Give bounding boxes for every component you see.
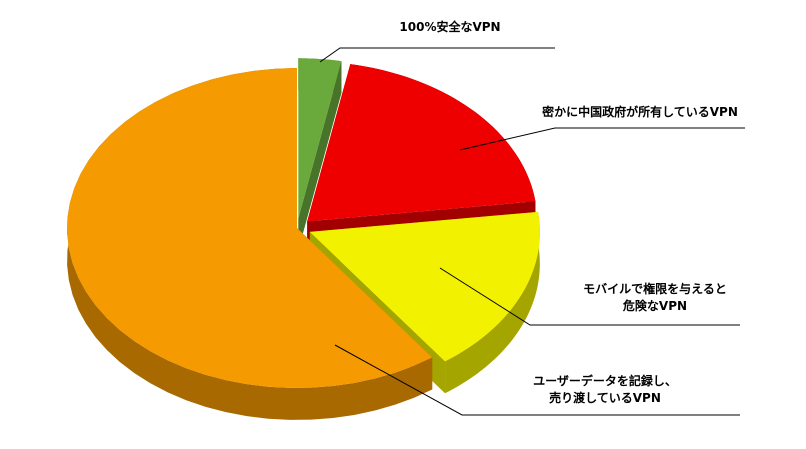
slice-label: 密かに中国政府が所有しているVPN [542, 105, 738, 119]
slice [67, 68, 433, 388]
slice-side [67, 68, 433, 420]
slice-side [445, 211, 540, 394]
slice-label: 100%安全なVPN [399, 20, 501, 34]
leader-line [439, 267, 740, 326]
slice [309, 211, 540, 362]
slice-label: モバイルで権限を与えると 危険なVPN [583, 282, 727, 313]
slice [298, 58, 342, 219]
leader-line [334, 344, 740, 416]
slice-label: ユーザーデータを記録し、 売り渡しているVPN [533, 374, 677, 405]
leader-line [319, 47, 555, 63]
slice [307, 64, 536, 222]
leader-line [459, 127, 745, 151]
slice-wall [298, 61, 342, 251]
